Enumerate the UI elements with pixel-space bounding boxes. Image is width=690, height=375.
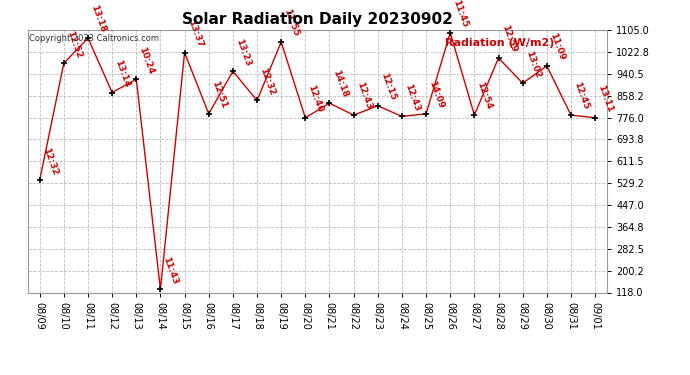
Text: 11:55: 11:55	[282, 8, 301, 38]
Text: 11:43: 11:43	[161, 255, 180, 285]
Text: Copyright 2023 Caltronics.com: Copyright 2023 Caltronics.com	[29, 34, 159, 43]
Text: Radiation (W/m2): Radiation (W/m2)	[445, 38, 554, 48]
Text: 13:37: 13:37	[186, 18, 204, 49]
Text: 13:14: 13:14	[113, 58, 132, 88]
Text: 10:24: 10:24	[137, 45, 156, 75]
Text: 14:09: 14:09	[427, 80, 446, 110]
Text: 11:09: 11:09	[548, 32, 566, 62]
Text: 13:02: 13:02	[524, 50, 542, 79]
Text: 12:54: 12:54	[475, 81, 494, 111]
Text: 14:18: 14:18	[331, 69, 349, 99]
Text: 13:11: 13:11	[596, 84, 615, 114]
Text: 12:45: 12:45	[572, 81, 591, 111]
Text: 12:32: 12:32	[41, 146, 59, 176]
Text: 13:18: 13:18	[89, 4, 108, 34]
Text: 12:43: 12:43	[403, 82, 422, 112]
Text: 13:23: 13:23	[234, 37, 253, 67]
Text: 12:59: 12:59	[500, 24, 518, 54]
Text: 12:40: 12:40	[306, 84, 325, 114]
Text: 12:43: 12:43	[355, 81, 373, 111]
Text: 12:51: 12:51	[210, 80, 228, 110]
Text: 12:32: 12:32	[258, 66, 277, 96]
Text: 11:45: 11:45	[451, 0, 470, 28]
Text: 12:52: 12:52	[65, 29, 83, 59]
Text: 12:15: 12:15	[379, 72, 397, 102]
Title: Solar Radiation Daily 20230902: Solar Radiation Daily 20230902	[182, 12, 453, 27]
